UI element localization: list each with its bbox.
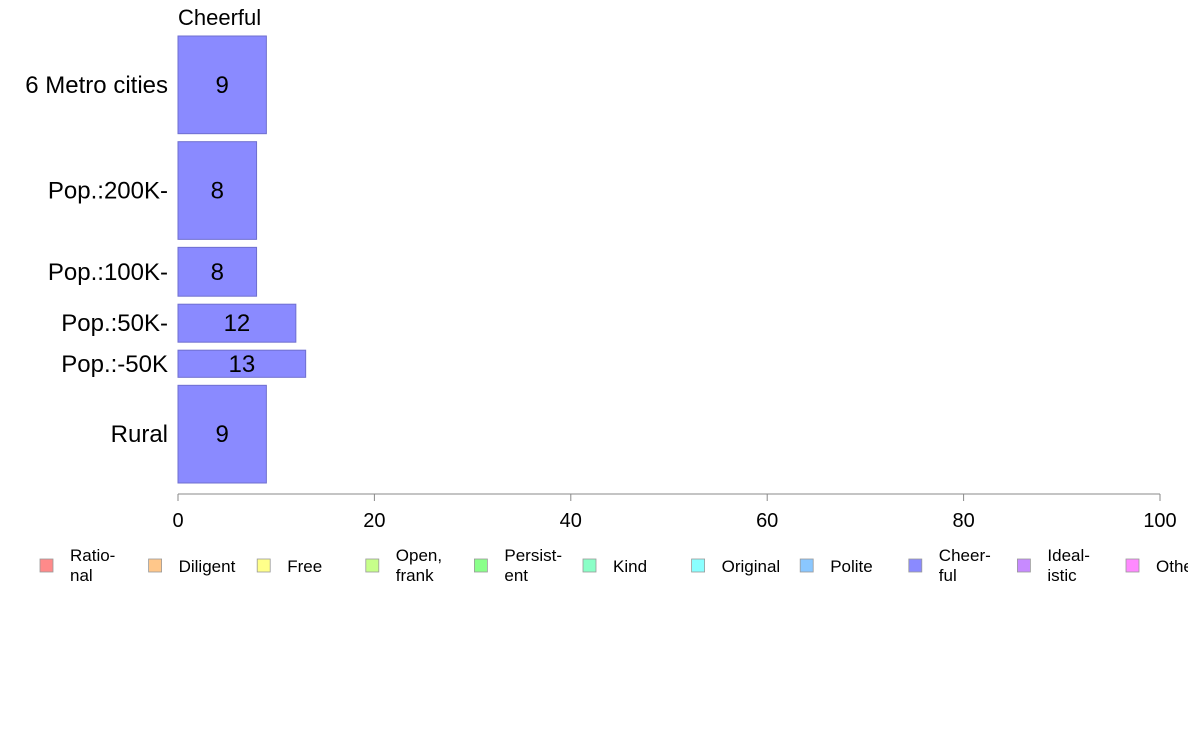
- legend-swatch: [1017, 558, 1031, 573]
- legend-label-line: Open,: [396, 546, 442, 565]
- legend-label-line: Persist-: [504, 546, 562, 565]
- bar: [177, 349, 307, 378]
- legend-label-line: Cheer-: [939, 546, 991, 565]
- bar-value-label: 9: [216, 72, 229, 99]
- bar: [177, 303, 297, 343]
- legend-swatch: [1125, 558, 1140, 573]
- y-tick-label: 6 Metro cities: [25, 72, 168, 99]
- bar: [177, 246, 258, 297]
- x-tick-label: 60: [756, 510, 778, 532]
- y-tick-label: Pop.:100K-: [48, 259, 168, 286]
- legend-label: Persist-ent: [504, 546, 562, 585]
- bar-value-label: 8: [211, 259, 224, 286]
- x-tick-label: 0: [172, 510, 183, 532]
- legend-label-line: ent: [504, 566, 528, 585]
- bar: [177, 384, 267, 484]
- legend-swatch: [473, 558, 488, 573]
- legend-swatch: [691, 558, 705, 573]
- legend-label: Cheer-ful: [939, 546, 991, 585]
- y-tick-label: Pop.:-50K: [61, 351, 168, 378]
- legend-swatch: [582, 558, 597, 573]
- legend-label-line: ful: [939, 566, 957, 585]
- legend-label: Ratio-nal: [70, 546, 115, 585]
- legend-swatch: [256, 558, 271, 573]
- legend-label-line: Ratio-: [70, 546, 115, 565]
- legend-label: Kind: [613, 557, 647, 576]
- legend-swatch: [799, 558, 814, 573]
- bar-value-label: 12: [224, 310, 251, 337]
- bar-value-label: 13: [228, 351, 255, 378]
- legend-label: Original: [722, 557, 781, 576]
- legend-label: Diligent: [179, 557, 236, 576]
- x-tick-label: 40: [560, 510, 582, 532]
- y-tick-label: Pop.:200K-: [48, 178, 168, 205]
- legend-label: Polite: [830, 557, 873, 576]
- legend-label-line: nal: [70, 566, 93, 585]
- x-tick-label: 100: [1143, 510, 1176, 532]
- chart-title: Cheerful: [178, 5, 261, 30]
- legend-label-line: Ideal-: [1047, 546, 1090, 565]
- legend-label: Ideal-istic: [1047, 546, 1090, 585]
- y-tick-label: Pop.:50K-: [61, 310, 168, 337]
- bar: [177, 35, 267, 135]
- legend-swatch: [148, 558, 163, 573]
- legend-label-line: frank: [396, 566, 434, 585]
- bar-value-label: 8: [211, 178, 224, 205]
- legend-swatch: [39, 558, 54, 573]
- y-tick-label: Rural: [111, 421, 168, 448]
- legend-label-line: istic: [1047, 566, 1077, 585]
- legend-swatch: [908, 558, 923, 573]
- bar-value-label: 9: [216, 421, 229, 448]
- x-tick-label: 80: [952, 510, 974, 532]
- legend-label: Free: [287, 557, 322, 576]
- legend-label: Other: [1156, 557, 1188, 576]
- legend-label: Open, frank: [396, 546, 442, 585]
- legend-swatch: [365, 558, 380, 573]
- bar: [177, 141, 258, 240]
- x-tick-label: 20: [363, 510, 385, 532]
